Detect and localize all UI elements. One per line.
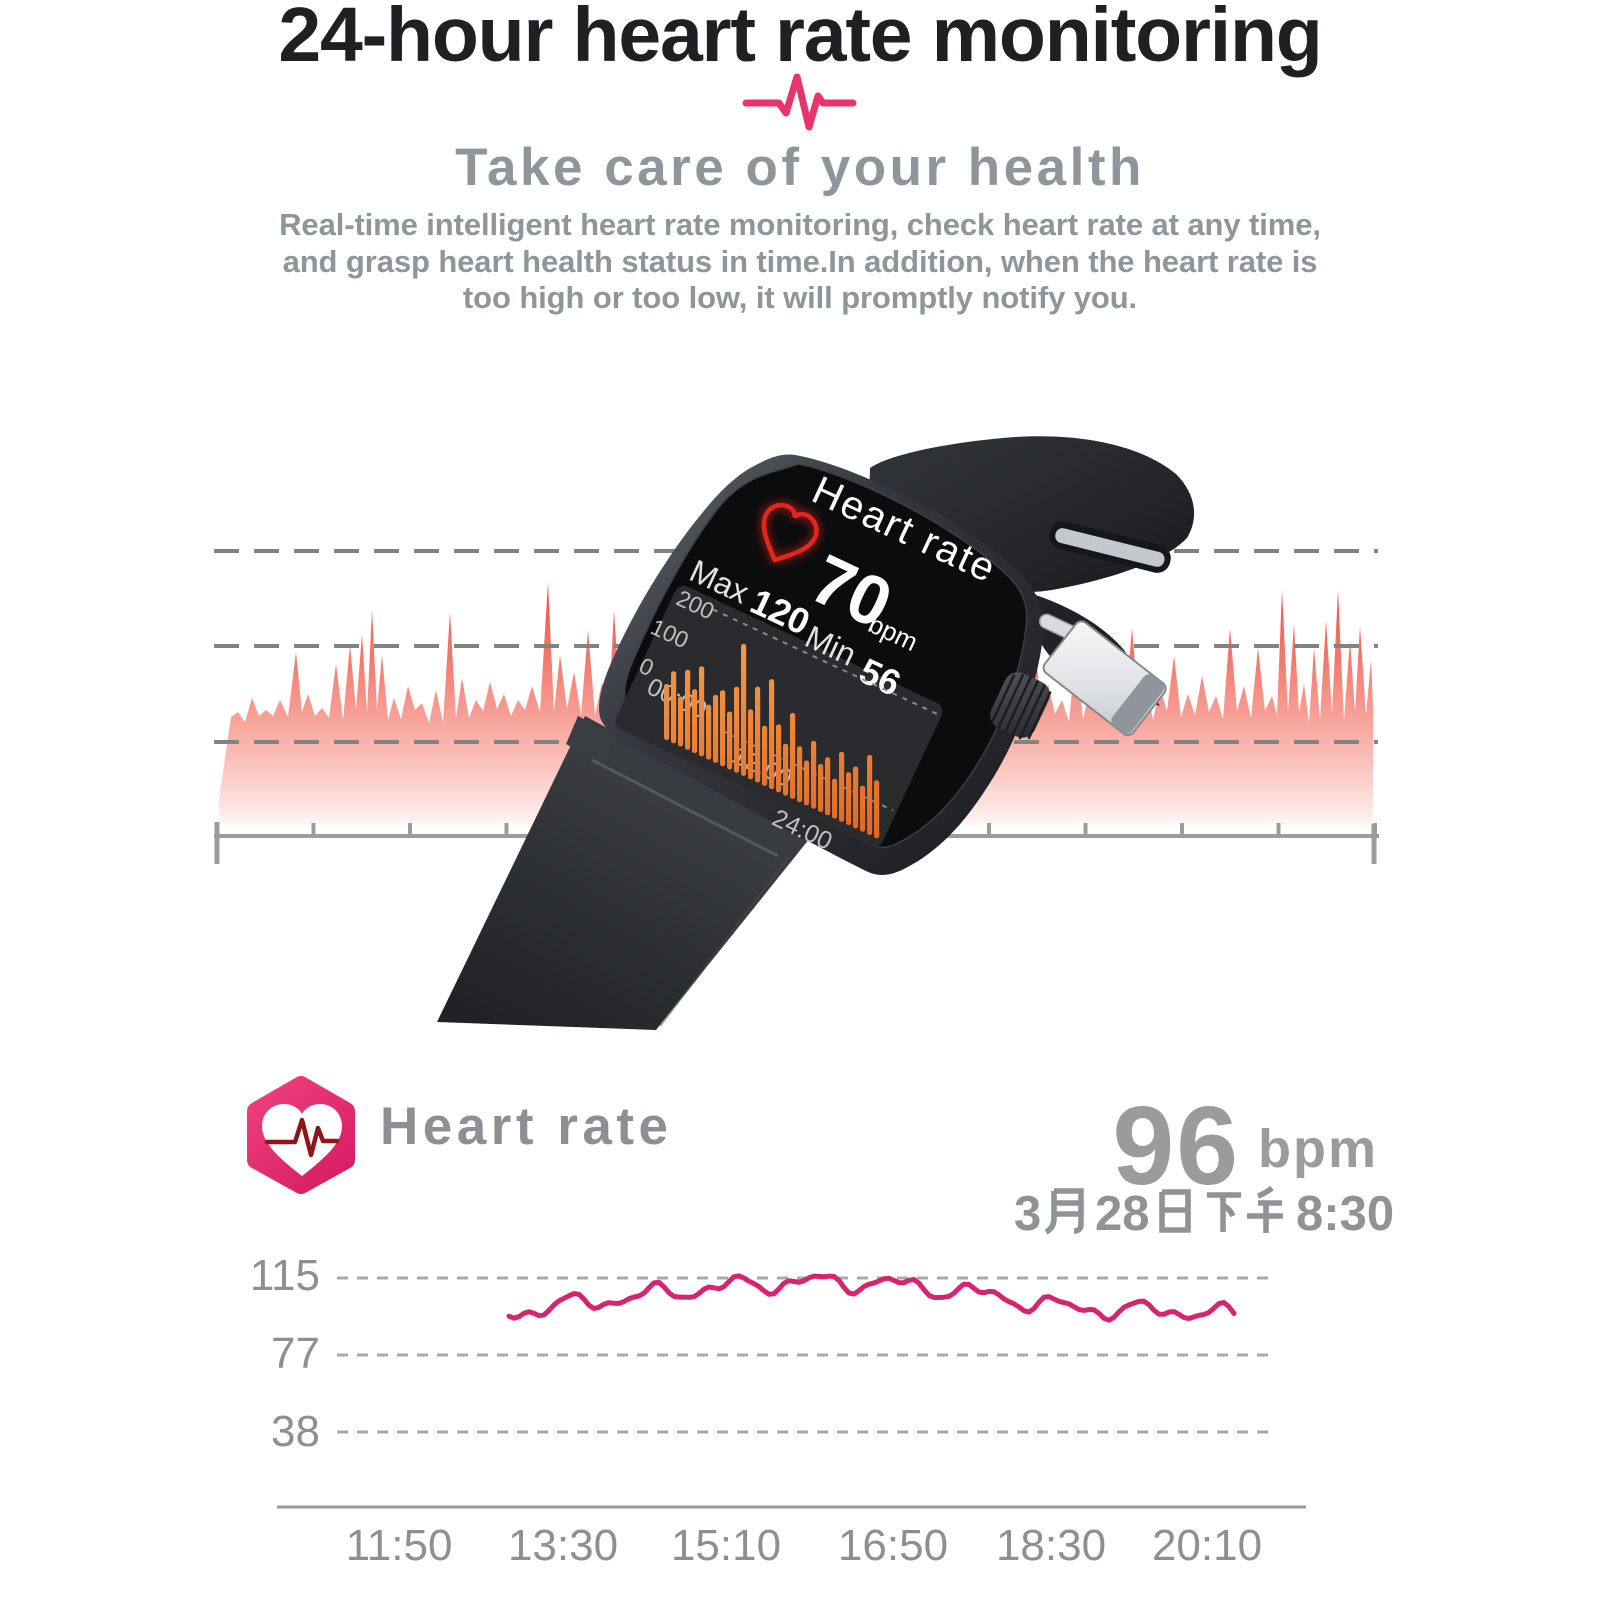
svg-text:77: 77 xyxy=(271,1329,320,1378)
svg-text:13:30: 13:30 xyxy=(508,1521,618,1570)
svg-text:18:30: 18:30 xyxy=(996,1521,1106,1570)
svg-text:3: 3 xyxy=(1014,1187,1041,1241)
svg-text:115: 115 xyxy=(250,1251,320,1300)
svg-text:15:10: 15:10 xyxy=(671,1521,781,1570)
svg-text:20:10: 20:10 xyxy=(1152,1521,1262,1570)
svg-text:28: 28 xyxy=(1095,1187,1150,1241)
svg-text:38: 38 xyxy=(271,1407,320,1456)
svg-text:11:50: 11:50 xyxy=(346,1521,453,1570)
svg-text:16:50: 16:50 xyxy=(838,1521,948,1570)
svg-text:8:30: 8:30 xyxy=(1296,1187,1394,1241)
